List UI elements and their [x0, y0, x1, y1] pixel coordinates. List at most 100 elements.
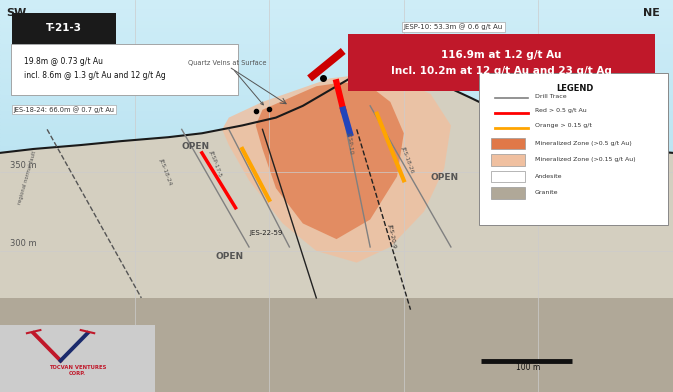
Bar [0, 63, 673, 67]
Text: Granite: Granite [535, 191, 559, 195]
Bar [0, 20, 673, 24]
Bar [0, 333, 673, 337]
Bar [0, 161, 673, 165]
Text: JESP-17-5: JESP-17-5 [209, 149, 223, 178]
Text: regional normal fault: regional normal fault [17, 150, 37, 205]
Text: JES-18-24: 66.0m @ 0.7 g/t Au: JES-18-24: 66.0m @ 0.7 g/t Au [13, 106, 114, 113]
Text: OPEN: OPEN [182, 142, 210, 151]
Bar [0, 384, 673, 388]
Bar [0, 318, 673, 321]
Bar [0, 82, 673, 86]
Bar [0, 196, 673, 200]
Text: Orange > 0.15 g/t: Orange > 0.15 g/t [535, 123, 592, 128]
Bar [0, 184, 673, 188]
Bar [0, 157, 673, 161]
Text: JES-22-59: JES-22-59 [249, 230, 283, 236]
Bar [0, 35, 673, 39]
Text: TOCVAN VENTURES
CORP.: TOCVAN VENTURES CORP. [48, 365, 106, 376]
Bar [0, 239, 673, 243]
Bar [0, 247, 673, 251]
Bar [0, 74, 673, 78]
Text: Quartz Veins at Surface: Quartz Veins at Surface [188, 60, 267, 105]
Polygon shape [256, 82, 404, 239]
Bar [0, 122, 673, 125]
Text: LEGEND: LEGEND [557, 84, 594, 93]
Bar [0, 231, 673, 235]
Bar [491, 171, 525, 182]
Text: 19.8m @ 0.73 g/t Au
incl. 8.6m @ 1.3 g/t Au and 12 g/t Ag: 19.8m @ 0.73 g/t Au incl. 8.6m @ 1.3 g/t… [24, 57, 166, 80]
Bar [0, 149, 673, 153]
Bar [0, 388, 673, 392]
Bar [0, 137, 673, 141]
Bar [0, 255, 673, 259]
Text: JES-18-24: JES-18-24 [158, 157, 172, 185]
Bar [0, 31, 673, 35]
Bar [0, 212, 673, 216]
Bar [0, 365, 673, 368]
Bar [0, 325, 673, 329]
Bar [0, 86, 673, 90]
Bar [0, 204, 673, 208]
Bar [0, 172, 673, 176]
Bar [0, 270, 673, 274]
Bar [0, 314, 673, 318]
Bar [0, 114, 673, 118]
Bar [491, 154, 525, 166]
Bar [0, 368, 673, 372]
Bar [0, 110, 673, 114]
Bar [0, 71, 673, 74]
Bar [0, 78, 673, 82]
Text: JESP-10: JESP-10 [347, 131, 354, 154]
Text: Drill Trace: Drill Trace [535, 94, 567, 98]
Bar [0, 125, 673, 129]
Bar [0, 357, 673, 361]
Bar [0, 141, 673, 145]
Bar [0, 341, 673, 345]
Bar [0, 200, 673, 204]
Bar [0, 274, 673, 278]
Bar [0, 27, 673, 31]
Bar [0, 321, 673, 325]
Text: JES-18-26: JES-18-26 [400, 145, 415, 174]
Bar [0, 294, 673, 298]
Polygon shape [0, 67, 673, 392]
Bar [0, 223, 673, 227]
Bar [0, 216, 673, 220]
Bar [0, 353, 673, 357]
Bar [0, 8, 673, 12]
Bar [0, 102, 673, 106]
FancyBboxPatch shape [479, 73, 668, 225]
Bar [0, 169, 673, 172]
Bar [0, 259, 673, 263]
Bar [0, 361, 673, 365]
Bar [0, 220, 673, 223]
Text: JESP-10: 53.3m @ 0.6 g/t Au: JESP-10: 53.3m @ 0.6 g/t Au [404, 24, 503, 31]
Bar [491, 187, 525, 199]
Bar [0, 165, 673, 169]
Bar [491, 138, 525, 149]
Bar [0, 235, 673, 239]
Bar [0, 145, 673, 149]
Text: Mineralized Zone (>0.5 g/t Au): Mineralized Zone (>0.5 g/t Au) [535, 141, 632, 146]
Bar [0, 12, 673, 16]
Text: 100 m: 100 m [516, 363, 540, 372]
Bar [0, 251, 673, 255]
Bar [0, 298, 673, 302]
Bar [0, 51, 673, 55]
Text: Andesite: Andesite [535, 174, 563, 179]
Bar [0, 329, 673, 333]
Text: Mineralized Zone (>0.15 g/t Au): Mineralized Zone (>0.15 g/t Au) [535, 158, 636, 162]
Bar [0, 267, 673, 270]
Bar [0, 98, 673, 102]
Bar [0, 188, 673, 192]
Bar [0, 133, 673, 137]
Bar [0, 47, 673, 51]
Bar [0, 337, 673, 341]
Text: OPEN: OPEN [215, 252, 244, 261]
Bar [0, 227, 673, 231]
Bar [0, 24, 673, 27]
Bar [0, 278, 673, 282]
Text: Red > 0.5 g/t Au: Red > 0.5 g/t Au [535, 109, 587, 113]
Bar [0, 306, 673, 310]
Bar [0, 16, 673, 20]
